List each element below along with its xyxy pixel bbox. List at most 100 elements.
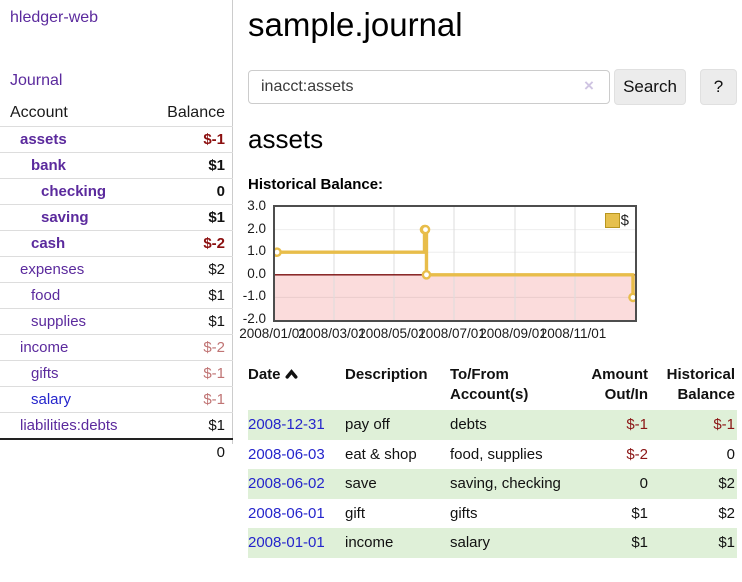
transaction-accounts: saving, checking [450,469,575,499]
transaction-description: income [345,528,450,558]
transaction-description: eat & shop [345,445,417,463]
accounts-table: Account Balance assets $-1 bank $1 check… [0,100,233,465]
account-link-cash[interactable]: cash [31,235,66,252]
x-tick-label: 2008/03/01 [298,326,366,341]
account-balance: $1 [208,209,225,226]
register-row: 2008-12-31 pay off debts $-1 $-1 [248,410,737,440]
y-tick-label: -2.0 [242,311,266,326]
y-tick-label: 1.0 [247,243,266,259]
account-row-assets: assets $-1 [0,126,233,153]
app-title-link[interactable]: hledger-web [10,9,99,26]
account-balance: $-1 [203,391,225,408]
account-heading: assets [248,124,324,154]
register-table: Date Description To/From Account(s) Amou… [248,363,737,558]
transaction-date-link[interactable]: 2008-06-01 [248,504,325,522]
transaction-amount: $1 [631,504,648,522]
account-row-food: food $1 [0,282,233,309]
balance-header: Historical Balance [666,366,735,403]
accounts-total-row: 0 [0,439,233,465]
account-balance: $1 [208,287,225,304]
sidebar-item-journal[interactable]: Journal [10,72,63,89]
register-header-row: Date Description To/From Account(s) Amou… [248,363,737,410]
transaction-description: gift [345,504,366,522]
account-balance: $2 [208,261,225,278]
date-sort-header[interactable]: Date [248,363,345,410]
chevron-up-icon [285,365,298,385]
x-tick-label: 2008/09/01 [479,326,547,341]
accounts-table-header: Account Balance [0,100,233,127]
account-link-expenses[interactable]: expenses [20,261,85,278]
account-column-header: Account [10,104,68,121]
x-tick-label: 2008/05/01 [358,326,426,341]
account-link-saving[interactable]: saving [41,209,89,226]
transaction-amount: 0 [575,469,650,499]
transaction-balance: $2 [718,504,735,522]
transaction-accounts: food, supplies [450,445,543,463]
account-link-income[interactable]: income [20,339,69,356]
account-link-gifts[interactable]: gifts [31,365,59,382]
transaction-accounts: debts [450,410,575,440]
account-balance: $1 [208,157,225,174]
account-link-assets[interactable]: assets [20,131,67,148]
search-form: × Search ? [248,69,742,105]
account-header: To/From Account(s) [450,366,529,403]
account-link-food[interactable]: food [31,287,61,304]
transaction-date-link[interactable]: 2008-06-02 [248,475,325,492]
transaction-balance: $1 [650,528,737,558]
transaction-amount: $-2 [626,445,648,463]
description-header: Description [345,366,428,383]
account-balance: $-2 [203,235,225,252]
transaction-amount: $-1 [575,410,650,440]
account-link-checking[interactable]: checking [41,183,107,200]
account-row-income: income $-2 [0,334,233,361]
legend-swatch-icon [604,213,620,228]
account-row-saving: saving $1 [0,204,233,231]
account-balance: 0 [216,183,225,200]
search-button[interactable]: Search [614,69,686,105]
transaction-balance: 0 [726,445,735,463]
transaction-amount: $1 [575,528,650,558]
account-balance: $1 [208,417,225,434]
account-link-supplies[interactable]: supplies [31,313,87,330]
historical-balance-chart: 3.0 2.0 1.0 0.0 -1.0 -2.0 $ 2008/01/01 2008/03… [239,198,742,350]
account-row-salary: salary $-1 [0,386,233,413]
transaction-accounts: gifts [450,504,478,522]
account-row-bank: bank $1 [0,152,233,179]
chart-x-axis: 2008/01/01 2008/03/01 2008/05/01 2008/07/01… [239,326,733,344]
account-link-liabilities-debts[interactable]: liabilities:debts [20,417,118,434]
account-link-salary[interactable]: salary [31,391,72,408]
account-balance: $1 [208,313,225,330]
accounts-total-balance: 0 [216,444,225,461]
y-tick-label: 3.0 [247,198,266,213]
sidebar: hledger-web Journal Account Balance asse… [0,0,233,461]
transaction-description: pay off [345,410,450,440]
x-tick-label: 2008/07/01 [418,326,486,341]
transaction-balance: $-1 [650,410,737,440]
x-tick-label: 2008/11/01 [539,326,607,341]
transaction-accounts: salary [450,528,575,558]
account-balance: $-1 [203,131,225,148]
x-tick-label: 2008/01/01 [239,326,307,341]
chart-plot-area: $ [273,205,637,322]
y-tick-label: -1.0 [242,288,266,304]
clear-search-icon[interactable]: × [584,76,594,95]
help-button[interactable]: ? [700,69,737,105]
y-tick-label: 2.0 [247,220,266,236]
y-tick-label: 0.0 [247,265,266,281]
page-title: sample.journal [248,6,463,43]
register-row: 2008-06-03 eat & shop food, supplies $-2… [248,440,737,470]
transaction-date-link[interactable]: 2008-06-03 [248,445,325,463]
chart-legend: $ [604,212,629,229]
account-link-bank[interactable]: bank [31,157,67,174]
register-row: 2008-06-01 gift gifts $1 $2 [248,499,737,529]
search-input[interactable] [248,70,610,104]
transaction-date-link[interactable]: 2008-12-31 [248,416,325,433]
register-row: 2008-06-02 save saving, checking 0 $2 [248,469,737,499]
chart-title: Historical Balance: [248,176,384,193]
account-row-expenses: expenses $2 [0,256,233,283]
chart-series [275,207,635,320]
transaction-description: save [345,469,450,499]
transaction-date-link[interactable]: 2008-01-01 [248,534,325,551]
account-row-gifts: gifts $-1 [0,360,233,387]
account-row-liabilities-debts: liabilities:debts $1 [0,412,233,440]
